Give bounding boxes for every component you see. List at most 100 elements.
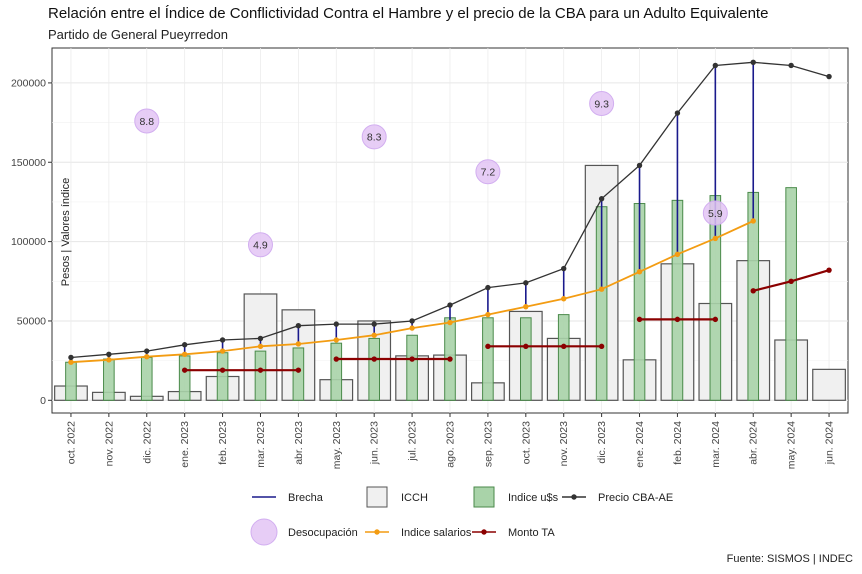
chart-axes: 0 50000 100000 150000 200000 oct. 2022 nov. 20… <box>11 77 836 469</box>
cba-price-point <box>333 321 339 327</box>
y-tick-label: 0 <box>40 395 46 407</box>
salary-index-point <box>106 357 112 363</box>
usd-index-bar <box>785 187 797 401</box>
unemployment-bubble <box>475 159 501 185</box>
salary-index-point <box>371 332 377 338</box>
cba-price-point <box>295 323 302 329</box>
unemployment-bubble <box>589 91 615 117</box>
salary-index-point <box>409 325 415 331</box>
unemployment-bubble-label: 8.8 <box>139 116 154 128</box>
usd-index-bar <box>254 350 267 401</box>
salary-index-point <box>636 269 643 275</box>
monto-ta-point <box>788 278 794 284</box>
chart-subtitle: Partido de General Pueyrredon <box>48 27 228 42</box>
x-tick-label: abr. 2024 <box>748 421 760 465</box>
monto-ta-point <box>181 367 188 373</box>
usd-index-bar <box>406 334 418 401</box>
x-tick-label: mar. 2024 <box>710 421 722 468</box>
chart-legend: Brecha ICCH Indice u$s Precio CBA-AE Desocup… <box>250 486 673 546</box>
legend-key-brecha: Brecha <box>252 492 324 504</box>
x-tick-label: mar. 2023 <box>255 421 267 468</box>
chart-source-caption: Fuente: SISMOS | INDEC <box>726 553 853 565</box>
x-tick-label: may. 2024 <box>786 421 798 469</box>
salary-index-point <box>674 251 681 258</box>
unemployment-bubble-label: 9.3 <box>594 98 609 110</box>
legend-label: Indice salarios <box>401 527 472 539</box>
cba-price-point <box>144 348 150 354</box>
usd-index-bar <box>482 317 494 401</box>
monto-ta-point <box>257 367 264 373</box>
chart-bars <box>54 164 846 401</box>
cba-price-point <box>257 335 264 342</box>
monto-ta-point <box>409 356 415 362</box>
y-tick-label: 100000 <box>11 236 46 248</box>
legend-key-icch: ICCH <box>366 486 428 508</box>
unemployment-bubble-label: 4.9 <box>253 240 268 252</box>
cba-price-point <box>409 318 415 324</box>
usd-index-bar <box>330 342 343 401</box>
unemployment-bubble-label: 5.9 <box>708 208 723 220</box>
monto-ta-point <box>712 316 719 323</box>
monto-ta-point <box>371 356 377 362</box>
cba-price-point <box>788 62 794 69</box>
monto-ta-point <box>485 343 491 350</box>
cba-price-point <box>219 337 226 343</box>
cba-price-point <box>826 73 832 80</box>
salary-index-point <box>219 348 226 354</box>
monto-ta-point <box>333 356 339 362</box>
monto-ta-point <box>523 343 529 350</box>
legend-key-indice-salarios: Indice salarios <box>365 527 472 539</box>
legend-swatch <box>250 518 278 546</box>
cba-price-point <box>750 59 756 65</box>
x-tick-label: ene. 2023 <box>179 421 191 468</box>
x-tick-label: oct. 2022 <box>65 421 77 464</box>
x-tick-label: dic. 2022 <box>141 421 153 464</box>
legend-key-indice-u-s: Indice u$s <box>473 486 559 508</box>
x-tick-label: dic. 2023 <box>596 421 608 464</box>
x-tick-label: jul. 2023 <box>407 421 419 462</box>
unemployment-bubble-label: 8.3 <box>367 132 382 144</box>
salary-index-point <box>144 353 150 360</box>
x-tick-label: may. 2023 <box>331 421 343 469</box>
salary-index-point <box>295 341 302 347</box>
cba-price-point <box>485 284 491 291</box>
unemployment-bubble <box>247 232 273 258</box>
usd-index-bar <box>368 337 380 401</box>
monto-ta-point <box>598 343 605 350</box>
monto-ta-point <box>750 288 756 294</box>
usd-index-bar <box>140 356 153 401</box>
chart-title: Relación entre el Índice de Conflictivid… <box>48 5 769 22</box>
salary-index-point <box>333 337 339 343</box>
legend-label: Brecha <box>288 492 324 504</box>
salary-index-point <box>181 351 188 357</box>
monto-ta-point <box>674 316 681 323</box>
legend-swatch-point <box>374 529 380 535</box>
y-tick-label: 200000 <box>11 77 46 89</box>
y-tick-label: 50000 <box>17 315 46 327</box>
salary-index-point <box>447 319 453 326</box>
monto-ta-point <box>219 367 226 373</box>
x-tick-label: feb. 2023 <box>217 421 229 465</box>
monto-ta-point <box>636 316 643 323</box>
salary-index-point <box>485 311 491 318</box>
cba-price-point <box>598 196 605 202</box>
usd-index-bar <box>216 352 229 401</box>
unemployment-bubble <box>361 124 387 150</box>
legend-swatch-point <box>571 494 577 500</box>
usd-index-bar <box>520 317 532 401</box>
x-tick-label: jun. 2023 <box>369 421 381 465</box>
usd-index-bar <box>103 358 115 401</box>
usd-index-bar <box>292 347 305 401</box>
legend-label: Desocupación <box>288 527 358 539</box>
legend-label: Indice u$s <box>508 492 559 504</box>
x-tick-label: feb. 2024 <box>672 421 684 465</box>
x-tick-label: jun. 2024 <box>824 421 836 465</box>
x-tick-label: sep. 2023 <box>482 421 494 467</box>
chart-lines <box>68 59 832 373</box>
legend-label: ICCH <box>401 492 428 504</box>
salary-index-point <box>523 303 529 310</box>
unemployment-bubble <box>134 108 160 134</box>
usd-index-bar <box>65 361 77 401</box>
cba-price-point <box>523 280 529 286</box>
